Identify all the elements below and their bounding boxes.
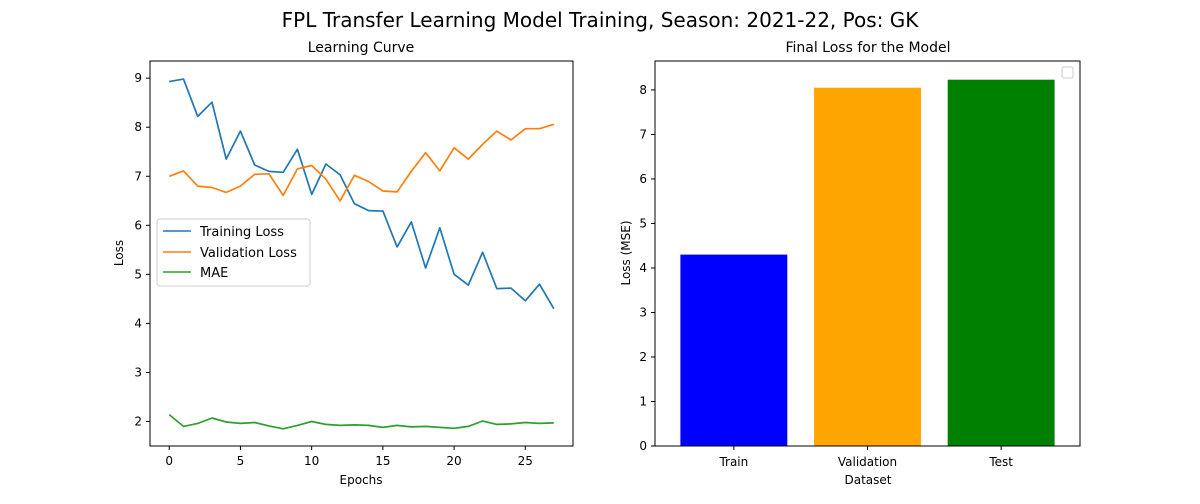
x-tick-label-train: Train — [718, 455, 748, 469]
legend-label-training-loss: Training Loss — [199, 225, 284, 240]
figure-suptitle: FPL Transfer Learning Model Training, Se… — [282, 8, 920, 32]
y-tick-label: 4 — [639, 261, 647, 275]
y-tick-label: 9 — [134, 71, 142, 85]
bar-test — [947, 79, 1055, 447]
learning-curve-plot-frame — [149, 60, 574, 447]
final-loss-ticks: 0 1 2 3 4 5 6 7 8 Train Validation Test — [639, 83, 1013, 469]
final-loss-xlabel: Dataset — [845, 473, 892, 487]
y-tick-label: 6 — [639, 172, 647, 186]
learning-curve-lines — [168, 78, 555, 430]
x-tick-label: 15 — [375, 454, 390, 468]
y-tick-label: 5 — [639, 216, 647, 230]
final-loss-plot-frame — [654, 60, 1081, 447]
x-tick-label: 0 — [165, 454, 173, 468]
y-tick-label: 8 — [134, 120, 142, 134]
y-tick-label: 3 — [134, 365, 142, 379]
final-loss-title: Final Loss for the Model — [785, 40, 950, 56]
y-tick-label: 5 — [134, 267, 142, 281]
bar-train — [680, 254, 788, 446]
learning-curve-legend: Training Loss Validation Loss MAE — [156, 218, 311, 287]
x-tick-label-validation: Validation — [838, 455, 897, 469]
x-tick-label: 20 — [446, 454, 461, 468]
learning-curve-title: Learning Curve — [308, 40, 415, 56]
x-tick-label: 10 — [304, 454, 319, 468]
y-tick-label: 4 — [134, 316, 142, 330]
learning-curve-xlabel: Epochs — [340, 473, 383, 487]
bar-validation — [814, 87, 921, 446]
y-tick-label: 2 — [639, 350, 647, 364]
x-tick-label-test: Test — [988, 455, 1013, 469]
series-line-validation-loss — [168, 123, 555, 202]
y-tick-label: 3 — [639, 305, 647, 319]
x-tick-label: 25 — [518, 454, 533, 468]
x-tick-label: 5 — [237, 454, 245, 468]
final-loss-empty-legend — [1061, 66, 1074, 79]
y-tick-label: 0 — [639, 439, 647, 453]
legend-label-mae: MAE — [200, 266, 228, 281]
legend-label-validation-loss: Validation Loss — [200, 246, 297, 261]
series-line-mae — [168, 413, 554, 430]
final-loss-chart: Final Loss for the Model 0 1 2 3 4 5 6 7 8 Train V… — [619, 40, 1081, 487]
final-loss-bars — [680, 79, 1055, 447]
y-tick-label: 7 — [134, 169, 142, 183]
legend-box — [156, 218, 311, 287]
y-tick-label: 7 — [639, 127, 647, 141]
y-tick-label: 6 — [134, 218, 142, 232]
y-tick-label: 2 — [134, 414, 142, 428]
learning-curve-ylabel: Loss — [112, 240, 126, 266]
learning-curve-ticks: 0 5 10 15 20 25 2 3 4 5 6 7 8 9 — [134, 71, 533, 468]
y-tick-label: 8 — [639, 83, 647, 97]
learning-curve-chart: Learning Curve 0 5 10 15 20 25 2 3 4 5 6 7 8 9 Epochs… — [112, 40, 574, 487]
final-loss-ylabel: Loss (MSE) — [619, 220, 633, 285]
y-tick-label: 1 — [639, 394, 647, 408]
series-line-training-loss — [169, 78, 555, 310]
